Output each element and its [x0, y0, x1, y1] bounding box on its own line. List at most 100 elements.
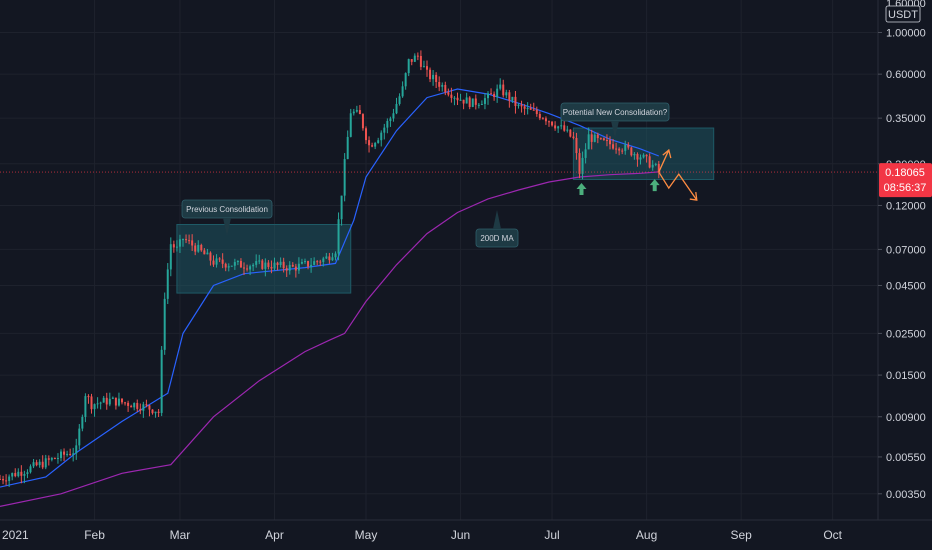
candle-body[interactable] [221, 259, 224, 264]
candle-body[interactable] [456, 97, 459, 101]
candle-body[interactable] [334, 253, 337, 258]
last-price-tag[interactable] [879, 163, 932, 198]
candle-body[interactable] [60, 451, 62, 458]
candle-body[interactable] [480, 103, 483, 105]
candle-body[interactable] [416, 55, 419, 57]
candle-body[interactable] [453, 97, 456, 99]
candle-body[interactable] [426, 66, 428, 70]
candle-body[interactable] [41, 461, 44, 468]
candle-body[interactable] [99, 402, 102, 404]
quote-unit-label[interactable]: USDT [888, 9, 918, 21]
candle-body[interactable] [566, 129, 569, 131]
candle-body[interactable] [593, 134, 596, 142]
time-axis[interactable]: 2021 Feb Mar Apr May Jun Jul Aug Sep Oct [2, 528, 843, 542]
candle-body[interactable] [218, 258, 221, 260]
candle-body[interactable] [300, 262, 303, 264]
candle-body[interactable] [169, 244, 172, 270]
candle-body[interactable] [386, 121, 389, 128]
candle-body[interactable] [404, 73, 407, 87]
candle-body[interactable] [182, 239, 184, 241]
candle-body[interactable] [93, 404, 96, 410]
candle-body[interactable] [285, 268, 288, 271]
candle-body[interactable] [627, 144, 630, 148]
candle-body[interactable] [102, 397, 105, 403]
candle-body[interactable] [554, 125, 557, 129]
candle-body[interactable] [548, 121, 550, 123]
price-axis[interactable]: 1.000000.600000.350000.200000.120000.070… [878, 0, 932, 501]
candle-body[interactable] [178, 239, 181, 247]
candle-body[interactable] [468, 97, 471, 107]
candle-body[interactable] [72, 453, 75, 455]
candle-body[interactable] [618, 148, 621, 151]
candle-body[interactable] [505, 92, 508, 96]
candle-body[interactable] [410, 59, 413, 62]
candle-body[interactable] [175, 246, 178, 248]
candle-body[interactable] [639, 157, 642, 160]
candle-body[interactable] [8, 476, 11, 481]
candle-body[interactable] [337, 219, 340, 254]
candle-body[interactable] [343, 159, 346, 196]
candle-body[interactable] [538, 113, 541, 119]
candlesticks[interactable] [0, 50, 660, 487]
candle-body[interactable] [96, 403, 99, 405]
candle-body[interactable] [188, 240, 191, 242]
candle-body[interactable] [352, 111, 355, 114]
candle-body[interactable] [243, 267, 245, 269]
candle-body[interactable] [35, 462, 38, 466]
candle-body[interactable] [361, 114, 364, 129]
candle-body[interactable] [624, 144, 627, 151]
candle-body[interactable] [609, 140, 611, 145]
candle-body[interactable] [413, 55, 416, 62]
candle-body[interactable] [557, 126, 560, 129]
candle-body[interactable] [621, 150, 624, 152]
candle-body[interactable] [374, 142, 377, 147]
candle-body[interactable] [599, 138, 602, 140]
candle-body[interactable] [319, 261, 322, 263]
candle-body[interactable] [236, 260, 239, 263]
candle-body[interactable] [87, 396, 90, 398]
candle-body[interactable] [383, 127, 386, 133]
candle-body[interactable] [435, 74, 438, 83]
candle-body[interactable] [2, 479, 5, 481]
candle-body[interactable] [267, 262, 270, 267]
candle-body[interactable] [282, 261, 285, 269]
candle-body[interactable] [450, 94, 453, 98]
candle-body[interactable] [389, 118, 392, 122]
candle-body[interactable] [578, 153, 581, 174]
candle-body[interactable] [81, 416, 84, 429]
candle-body[interactable] [392, 113, 395, 119]
candle-body[interactable] [200, 244, 203, 251]
candle-body[interactable] [355, 110, 358, 112]
candle-body[interactable] [157, 411, 160, 413]
candle-body[interactable] [465, 97, 468, 104]
candle-body[interactable] [657, 163, 660, 173]
candle-body[interactable] [148, 405, 151, 410]
candle-body[interactable] [630, 147, 633, 156]
candle-body[interactable] [477, 104, 480, 106]
candle-body[interactable] [270, 266, 273, 269]
candle-body[interactable] [307, 261, 310, 267]
candle-body[interactable] [66, 453, 69, 455]
candle-body[interactable] [44, 458, 47, 468]
candle-body[interactable] [133, 402, 136, 408]
candle-body[interactable] [47, 458, 50, 460]
candle-body[interactable] [529, 108, 532, 110]
previous-consolidation-box[interactable] [176, 224, 352, 294]
candle-body[interactable] [535, 109, 538, 114]
candle-body[interactable] [346, 136, 349, 160]
candle-body[interactable] [511, 96, 514, 101]
candle-body[interactable] [279, 261, 282, 265]
candle-body[interactable] [587, 134, 590, 150]
candle-body[interactable] [371, 145, 374, 147]
candle-body[interactable] [474, 98, 477, 105]
candle-body[interactable] [191, 240, 194, 246]
candle-body[interactable] [84, 396, 87, 417]
candle-body[interactable] [429, 69, 432, 80]
candle-body[interactable] [124, 402, 127, 404]
candle-body[interactable] [520, 104, 523, 107]
candle-body[interactable] [325, 256, 328, 259]
candle-body[interactable] [493, 93, 496, 98]
candle-body[interactable] [239, 260, 242, 268]
candle-body[interactable] [563, 125, 566, 131]
candle-body[interactable] [127, 402, 130, 406]
